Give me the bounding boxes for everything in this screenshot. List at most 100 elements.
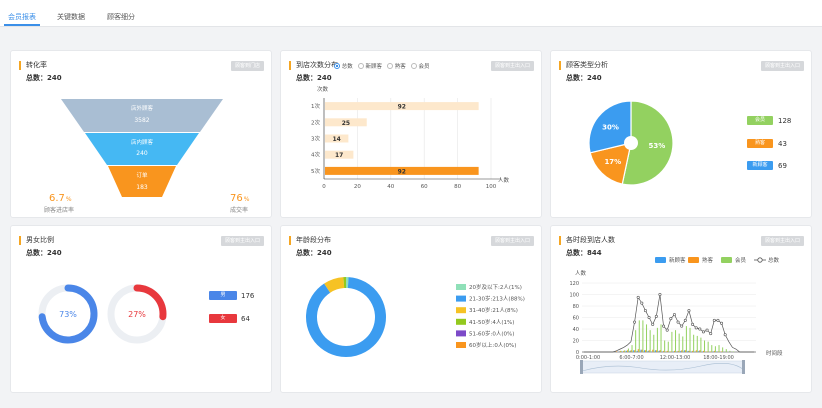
entry-rate-caption: 顾客进店率 — [44, 206, 74, 214]
bar — [664, 340, 666, 352]
panel-title: 年龄段分布 — [289, 236, 331, 245]
total-point — [694, 326, 698, 330]
x-tick-label: 6:00-7:00 — [619, 355, 643, 361]
panel-action-button[interactable]: 顾客到主出入口 — [490, 61, 534, 71]
radio-dot-icon — [334, 63, 340, 69]
bar — [670, 351, 672, 352]
x-tick-label: 0:00-1:00 — [576, 355, 600, 361]
panel-action-button[interactable]: 顾客到门店 — [230, 61, 264, 71]
slice-label: 17% — [604, 158, 621, 166]
bar — [698, 350, 700, 352]
legend-label: 熟客 — [702, 256, 714, 264]
bar — [667, 341, 669, 352]
bar — [656, 327, 658, 352]
legend-swatch — [721, 257, 732, 263]
bar — [325, 150, 354, 159]
legend-label: 新顾客 — [669, 256, 686, 264]
legend-new-value: 69 — [778, 162, 787, 170]
tab-key-data[interactable]: 关键数据 — [57, 13, 85, 21]
customer-type-pie: 53% 17% 30% — [588, 100, 674, 186]
visit-filter-radios: 总数 新顾客 熟客 会员 — [334, 62, 430, 70]
bar — [648, 350, 650, 352]
radio-new[interactable]: 新顾客 — [357, 62, 383, 70]
panel-action-button[interactable]: 顾客到主出入口 — [220, 236, 264, 246]
gender-panel: 男女比例 总数：240 顾客到主出入口 73% 27% 男 176 女 64 — [10, 225, 272, 393]
total-point — [647, 316, 651, 320]
bar — [662, 351, 664, 352]
total-point — [709, 332, 713, 336]
y-tick-label: 0 — [576, 350, 579, 356]
bar — [666, 350, 668, 352]
bar — [694, 351, 696, 352]
bar — [644, 350, 646, 352]
panel-action-button[interactable]: 顾客到主出入口 — [490, 236, 534, 246]
bar — [626, 350, 628, 352]
radio-label: 新顾客 — [365, 64, 383, 70]
tab-member-report[interactable]: 会员报表 — [8, 13, 36, 21]
bar — [684, 350, 686, 352]
funnel-label: 店外顾客 — [131, 104, 154, 112]
x-tick-label: 80 — [454, 184, 461, 190]
bar — [733, 351, 735, 352]
gender-rings: 73% 27% — [38, 284, 167, 344]
bar — [676, 351, 678, 352]
bar — [671, 331, 673, 352]
bar — [325, 166, 479, 175]
bar — [633, 350, 635, 352]
x-axis-title: 时间段 — [766, 349, 783, 357]
panel-total: 总数：844 — [566, 249, 602, 257]
bar — [627, 348, 629, 352]
legend-label: 41-50岁:4人(1%) — [469, 318, 514, 326]
funnel-chart: 店外顾客 3582 店内顾客 240 订单 183 6.7% 顾客进店率 76%… — [44, 99, 250, 214]
bar — [654, 350, 656, 352]
funnel-value: 240 — [136, 150, 148, 157]
entry-rate-value: 6.7% — [49, 193, 72, 204]
bar — [653, 334, 655, 352]
total-point — [665, 328, 669, 332]
legend-swatch — [655, 257, 666, 263]
bar-value-label: 92 — [398, 104, 406, 111]
bar — [689, 327, 691, 352]
bar — [703, 350, 705, 352]
legend-member-value: 128 — [778, 117, 792, 125]
bar — [712, 351, 714, 352]
radio-member[interactable]: 会员 — [410, 62, 430, 70]
panel-total: 总数：240 — [296, 74, 332, 82]
bar — [634, 350, 636, 352]
bar — [651, 351, 653, 352]
y-tick-label: 120 — [569, 281, 579, 287]
bar — [325, 118, 367, 127]
panel-action-button[interactable]: 顾客到主出入口 — [760, 61, 804, 71]
tab-customer-segment[interactable]: 顾客细分 — [107, 13, 135, 21]
bar — [635, 330, 637, 352]
panel-title: 男女比例 — [19, 236, 54, 245]
bar — [641, 349, 643, 352]
radio-regular[interactable]: 熟客 — [387, 62, 406, 70]
panel-total: 总数：240 — [296, 249, 332, 257]
active-tab-indicator — [4, 24, 40, 26]
radio-total[interactable]: 总数 — [334, 62, 353, 70]
bar — [699, 350, 701, 352]
slice-label: 30% — [602, 123, 619, 131]
radio-label: 熟客 — [394, 64, 406, 70]
legend-swatch — [456, 307, 466, 314]
legend-swatch — [456, 284, 466, 290]
zoom-slider — [581, 360, 745, 374]
bar — [693, 334, 695, 352]
bar — [649, 330, 651, 352]
zoom-slider-preview — [581, 362, 745, 372]
panel-action-button[interactable]: 顾客到主出入口 — [760, 236, 804, 246]
total-point — [643, 309, 647, 313]
total-point — [687, 309, 691, 313]
y-tick-label: 40 — [573, 327, 579, 333]
visits-panel: 到店次数分布 总数：240 顾客到主出入口 总数 新顾客 熟客 会员 次数 0 20… — [280, 50, 542, 218]
deal-rate-value: 76% — [230, 193, 250, 204]
x-tick-label: 20 — [354, 184, 361, 190]
bar — [618, 351, 620, 352]
y-tick-label: 1次 — [311, 102, 320, 110]
legend-label: 60岁以上:0人(0%) — [469, 341, 516, 349]
y-tick-label: 4次 — [311, 151, 320, 159]
bar — [623, 350, 625, 352]
bar — [691, 351, 693, 352]
